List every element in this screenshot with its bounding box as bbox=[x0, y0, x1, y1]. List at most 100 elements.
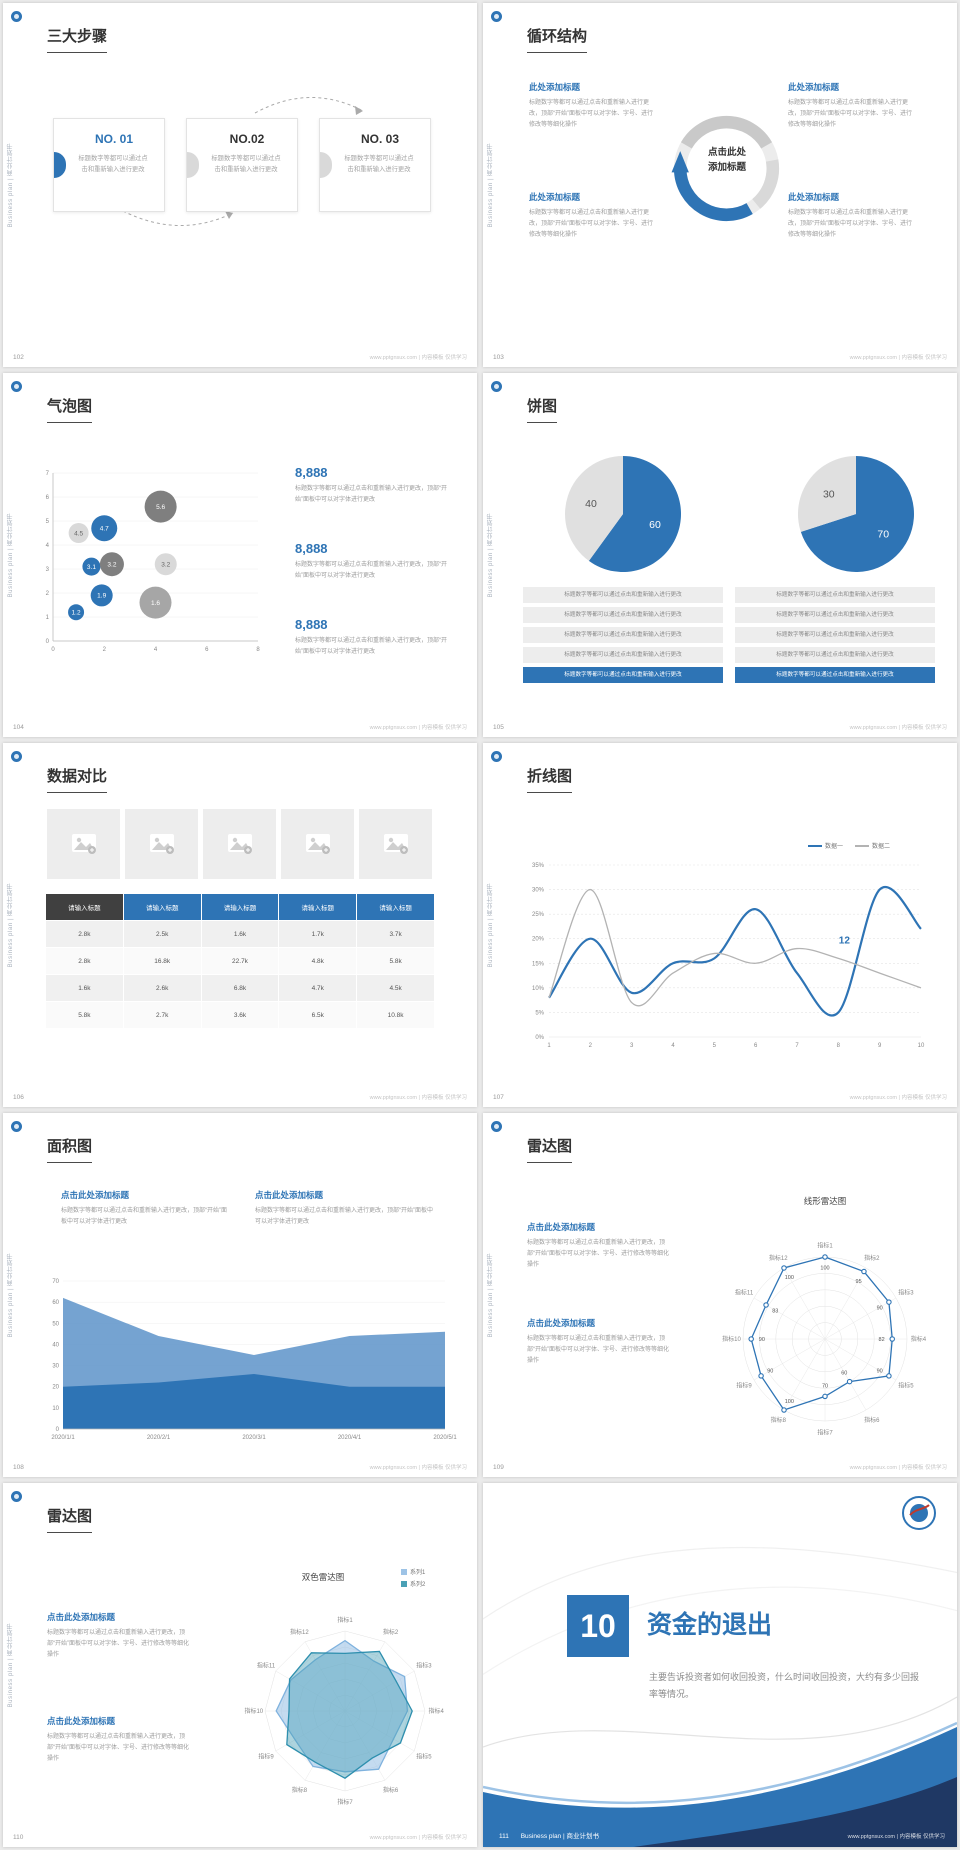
footer-site-text: www.pptgnsux.com | 内容模板 仅供学习 bbox=[369, 355, 467, 361]
svg-text:60: 60 bbox=[52, 1300, 59, 1306]
page-title: 三大步骤 bbox=[47, 25, 108, 53]
radar-block-1: 点击此处添加标题 标题数字等都可以通过点击和重新输入进行更改，顶部“开始”面板中… bbox=[527, 1221, 669, 1270]
slide-107-line-chart[interactable]: Business plan | 商业计划书 折线图 数据一 数据二 0% 5% 10… bbox=[483, 743, 957, 1107]
svg-text:指标5: 指标5 bbox=[416, 1753, 432, 1761]
step-number: NO. 03 bbox=[360, 132, 399, 146]
table-row: 1.6k 2.6k 6.8k 4.7k 4.5k bbox=[45, 974, 435, 1002]
svg-text:指标10: 指标10 bbox=[244, 1707, 263, 1715]
block-text: 标题数字等都可以通过点击和重新输入进行更改，顶部“开始”面板中可以对字体、字号、… bbox=[47, 1630, 189, 1658]
slide-106-data-compare[interactable]: Business plan | 商业计划书 数据对比 请输入标题 请输入标题 请输入… bbox=[3, 743, 477, 1107]
block-text: 标题数字等都可以通过点击和重新输入进行更改，顶部“开始”面板中可以对字体、字号、… bbox=[527, 1336, 669, 1364]
block-text: 标题数字等都可以通过点击和重新输入进行更改，顶部“开始”面板中可以对字体进行更改 bbox=[255, 1208, 433, 1225]
legend-item-series2: 数据二 bbox=[855, 841, 890, 850]
table-header-cell: 请输入标题 bbox=[278, 893, 358, 921]
svg-text:2020/5/1: 2020/5/1 bbox=[433, 1435, 457, 1441]
picture-icon bbox=[149, 834, 174, 854]
svg-text:5%: 5% bbox=[535, 1010, 544, 1016]
step-text: 标题数字等都可以通过点击和重新输入进行更改 bbox=[344, 155, 414, 174]
slide-logo-icon bbox=[11, 751, 22, 762]
svg-text:7: 7 bbox=[46, 471, 50, 477]
svg-text:4: 4 bbox=[671, 1043, 675, 1049]
svg-text:指标8: 指标8 bbox=[771, 1416, 787, 1424]
step-text: 标题数字等都可以通过点击和重新输入进行更改 bbox=[78, 155, 148, 174]
page-number: 105 bbox=[493, 724, 504, 731]
svg-text:指标3: 指标3 bbox=[898, 1288, 914, 1296]
page-title: 折线图 bbox=[527, 765, 573, 793]
svg-text:2020/1/1: 2020/1/1 bbox=[51, 1435, 75, 1441]
table-cell: 2.6k bbox=[122, 974, 202, 1002]
comparison-table: 请输入标题 请输入标题 请输入标题 请输入标题 请输入标题 2.8k 2.5k 1.6k 1.7… bbox=[45, 893, 435, 1029]
svg-text:3.2: 3.2 bbox=[107, 562, 116, 569]
radar-chart-title: 双色雷达图 bbox=[301, 1572, 345, 1582]
svg-text:4.5: 4.5 bbox=[74, 530, 83, 537]
pie-caption-row-highlight: 标题数字等都可以通过点击和重新输入进行更改 bbox=[523, 667, 723, 683]
table-cell: 4.7k bbox=[278, 974, 358, 1002]
svg-text:指标10: 指标10 bbox=[722, 1335, 741, 1343]
slide-108-area-chart[interactable]: Business plan | 商业计划书 面积图 点击此处添加标题 标题数字等… bbox=[3, 1113, 477, 1477]
svg-text:7: 7 bbox=[795, 1043, 799, 1049]
sidebar-vertical-label: Business plan | 商业计划书 bbox=[8, 512, 14, 598]
area-chart: 0 10 20 30 40 50 60 70 2020/1/1 2020/2/1 2020/3/1 2… bbox=[51, 1279, 457, 1441]
svg-text:90: 90 bbox=[877, 1305, 883, 1311]
svg-text:15%: 15% bbox=[532, 961, 545, 967]
svg-text:8: 8 bbox=[256, 647, 260, 653]
area-block-2: 点击此处添加标题 标题数字等都可以通过点击和重新输入进行更改，顶部“开始”面板中… bbox=[255, 1189, 435, 1228]
svg-text:30: 30 bbox=[52, 1364, 59, 1370]
svg-text:12: 12 bbox=[839, 936, 851, 947]
pie-caption-row: 标题数字等都可以通过点击和重新输入进行更改 bbox=[735, 607, 935, 623]
slide-110-radar-fill[interactable]: Business plan | 商业计划书 雷达图 双色雷达图 系列1 系列2 … bbox=[3, 1483, 477, 1847]
slide-logo-icon bbox=[11, 381, 22, 392]
svg-text:2: 2 bbox=[46, 591, 50, 597]
slide-104-bubble-chart[interactable]: Business plan | 商业计划书 气泡图 0 1 2 3 4 5 6 7 0 2 4 6 8 4… bbox=[3, 373, 477, 737]
svg-text:100: 100 bbox=[820, 1266, 829, 1272]
page-number: 104 bbox=[13, 724, 24, 731]
svg-text:指标2: 指标2 bbox=[864, 1254, 880, 1262]
block-heading: 点击此处添加标题 bbox=[47, 1716, 116, 1726]
cycle-block-bottom-right: 此处添加标题 标题数字等都可以通过点击和重新输入进行更改，顶部“开始”面板中可以… bbox=[788, 191, 913, 240]
radar-chart-title: 线形雷达图 bbox=[803, 1196, 847, 1206]
table-cell: 6.5k bbox=[278, 1001, 358, 1029]
svg-text:6: 6 bbox=[205, 647, 209, 653]
slide-logo-icon bbox=[491, 1121, 502, 1132]
sidebar-vertical-label: Business plan | 商业计划书 bbox=[8, 1622, 14, 1708]
sidebar-vertical-label: Business plan | 商业计划书 bbox=[8, 882, 14, 968]
svg-text:6: 6 bbox=[754, 1043, 758, 1049]
slide-logo-icon bbox=[491, 751, 502, 762]
stat-value: 8,888 bbox=[295, 617, 328, 632]
slide-102-three-steps[interactable]: Business plan | 商业计划书 三大步骤 NO. 01 标题数字等都… bbox=[3, 3, 477, 367]
block-heading: 此处添加标题 bbox=[529, 192, 581, 202]
footer-site-text: www.pptgnsux.com | 内容模板 仅供学习 bbox=[369, 1095, 467, 1101]
block-heading: 点击此处添加标题 bbox=[527, 1222, 596, 1232]
svg-text:10%: 10% bbox=[532, 986, 545, 992]
slide-logo-icon bbox=[11, 11, 22, 22]
svg-text:20%: 20% bbox=[532, 937, 545, 943]
pie-caption-row: 标题数字等都可以通过点击和重新输入进行更改 bbox=[735, 627, 935, 643]
slide-109-radar-line[interactable]: Business plan | 商业计划书 雷达图 点击此处添加标题 标题数字等… bbox=[483, 1113, 957, 1477]
block-text: 标题数字等都可以通过点击和重新输入进行更改，顶部“开始”面板中可以对字体进行更改 bbox=[61, 1208, 227, 1225]
cycle-block-bottom-left: 此处添加标题 标题数字等都可以通过点击和重新输入进行更改，顶部“开始”面板中可以… bbox=[529, 191, 654, 240]
footer-label: Business plan | 商业计划书 bbox=[520, 1833, 599, 1840]
cycle-ring-graphic bbox=[671, 115, 780, 222]
table-cell: 3.6k bbox=[200, 1001, 280, 1029]
radar-block-2: 点击此处添加标题 标题数字等都可以通过点击和重新输入进行更改，顶部“开始”面板中… bbox=[527, 1317, 669, 1366]
image-placeholder bbox=[359, 809, 432, 879]
svg-text:95: 95 bbox=[856, 1279, 862, 1285]
table-cell: 1.6k bbox=[45, 974, 124, 1002]
picture-icon bbox=[227, 834, 252, 854]
table-cell: 2.8k bbox=[45, 947, 124, 975]
legend-item-series1: 数据一 bbox=[808, 841, 843, 850]
block-heading: 点击此处添加标题 bbox=[255, 1190, 324, 1200]
svg-text:40: 40 bbox=[52, 1342, 59, 1348]
section-footer: 111 Business plan | 商业计划书 bbox=[499, 1830, 599, 1840]
table-cell: 5.8k bbox=[45, 1001, 124, 1029]
block-heading: 点击此处添加标题 bbox=[61, 1190, 130, 1200]
page-number: 109 bbox=[493, 1464, 504, 1471]
pie-chart-left: 60 40 bbox=[565, 456, 681, 572]
line-chart-legend: 数据一 数据二 bbox=[808, 841, 890, 850]
svg-text:2020/2/1: 2020/2/1 bbox=[147, 1435, 171, 1441]
legend-label: 数据二 bbox=[872, 844, 891, 850]
slide-103-cycle[interactable]: Business plan | 商业计划书 循环结构 此处添加标题 标题数字等都… bbox=[483, 3, 957, 367]
slide-111-section-cover[interactable]: 10 资金的退出 主要告诉投资者如何收回投资，什么时间收回投资，大约有多少回报率… bbox=[483, 1483, 957, 1847]
picture-icon bbox=[305, 834, 330, 854]
slide-105-pie-charts[interactable]: Business plan | 商业计划书 饼图 60 40 70 30 标题数字等… bbox=[483, 373, 957, 737]
